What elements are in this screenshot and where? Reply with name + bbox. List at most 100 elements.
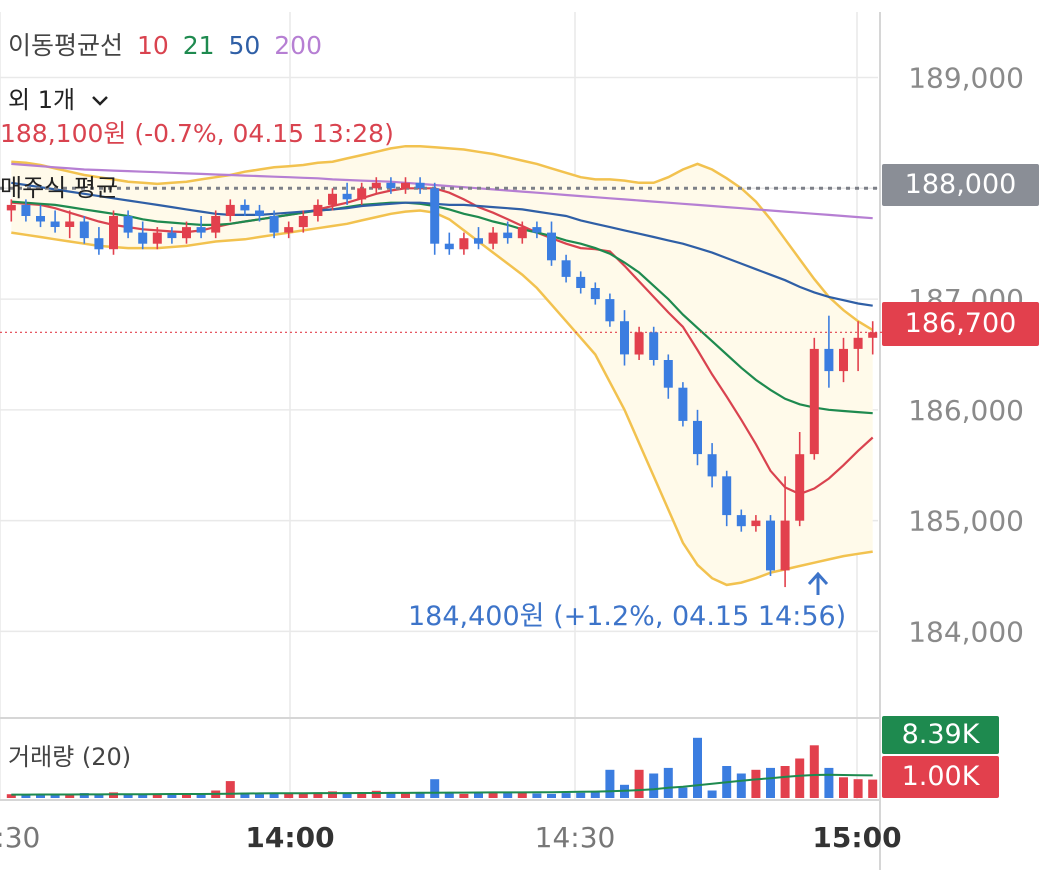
candle [109, 210, 118, 255]
candle [678, 382, 688, 427]
volume-bar [868, 779, 878, 798]
volume-bar [809, 745, 819, 798]
candle-body [474, 238, 483, 244]
candle-body [138, 232, 148, 244]
candle [576, 271, 586, 294]
volume-bar [576, 792, 586, 798]
volume-bar [182, 793, 191, 798]
x-tick-label: 13:30 [0, 821, 40, 854]
volume-bar [430, 779, 440, 798]
volume-bar [240, 792, 250, 798]
candle-body [50, 221, 60, 227]
legend-period-21: 21 [182, 31, 215, 60]
volume-bar [532, 793, 542, 798]
candle-body [255, 210, 264, 216]
candle [79, 216, 89, 244]
indicator-toggle[interactable]: 외 1개 [8, 80, 109, 115]
candle-body [313, 204, 323, 216]
candle [605, 293, 615, 327]
x-tick-label: 14:30 [535, 821, 616, 854]
volume-bar [6, 794, 16, 798]
volume-bar [284, 793, 294, 798]
volume-bar [488, 792, 498, 798]
candle [517, 221, 527, 244]
candle-body [328, 193, 337, 205]
candle-body [386, 182, 396, 189]
candle [707, 443, 717, 488]
candle [488, 227, 498, 250]
candle [634, 326, 644, 360]
ma-line-200 [11, 162, 873, 220]
candle-body [269, 216, 279, 233]
volume-bar [444, 793, 454, 798]
volume-bar [386, 793, 396, 798]
volume-bar [459, 793, 469, 798]
candle [386, 177, 396, 194]
candle-body [795, 454, 805, 521]
price-badge-reference: 188,000 [882, 164, 1039, 206]
candle-body [298, 216, 308, 228]
candle [751, 515, 761, 532]
bollinger-lower-line [11, 209, 873, 587]
volume-bar [503, 793, 513, 798]
volume-bar [21, 794, 31, 798]
candle-body [561, 260, 571, 277]
volume-bar [94, 794, 104, 798]
candle [269, 210, 279, 239]
candle-body [517, 227, 527, 239]
candle [328, 188, 337, 211]
candle [415, 177, 425, 194]
volume-bar [65, 794, 75, 798]
volume-ma-line [11, 773, 873, 796]
candle-body [707, 454, 717, 477]
candle-body [809, 348, 819, 455]
volume-bar [152, 793, 162, 798]
volume-bar [415, 793, 425, 798]
legend-period-200: 200 [274, 31, 322, 60]
candle-body [547, 232, 556, 261]
candle-body [736, 515, 746, 527]
x-tick-label: 15:00 [812, 821, 901, 854]
volume-bar [50, 795, 60, 798]
candle [240, 199, 250, 216]
price-badge-current: 186,700 [882, 302, 1039, 346]
volume-bar [474, 793, 483, 798]
candle-body [211, 216, 221, 233]
volume-bar [36, 793, 45, 798]
volume-bar [766, 767, 775, 798]
y-tick-label: 184,000 [908, 615, 1024, 648]
candle [795, 432, 805, 527]
volume-bar [371, 790, 381, 798]
candle-body [94, 238, 104, 250]
volume-bar [693, 737, 702, 798]
volume-badge-ma: 8.39K [882, 716, 999, 754]
chevron-down-icon [91, 96, 108, 106]
volume-bar [123, 793, 133, 798]
candle [94, 227, 104, 255]
candle-body [663, 360, 673, 388]
low-price-marker: 184,400원 (+1.2%, 04.15 14:56) [408, 601, 847, 632]
candle [590, 282, 600, 305]
candle-body [123, 216, 133, 233]
candle [138, 221, 148, 250]
volume-bar [649, 773, 659, 798]
candle-body [6, 204, 16, 211]
volume-bar [605, 769, 615, 798]
candle-body [459, 238, 469, 250]
candle [21, 199, 31, 222]
candle [503, 221, 513, 244]
volume-bar [328, 791, 337, 798]
ma-legend[interactable]: 이동평균선 10 21 50 200 [8, 26, 328, 62]
candle-body [868, 332, 878, 338]
indicator-toggle-label: 외 1개 [8, 86, 76, 114]
candle [225, 199, 235, 222]
candle-body [182, 227, 191, 239]
volume-bar [517, 792, 527, 798]
volume-bar [780, 766, 790, 798]
candle-body [590, 288, 600, 300]
candle-body [853, 337, 863, 349]
volume-bar [561, 793, 571, 798]
candle-body [693, 420, 702, 455]
candle-body [444, 243, 454, 250]
